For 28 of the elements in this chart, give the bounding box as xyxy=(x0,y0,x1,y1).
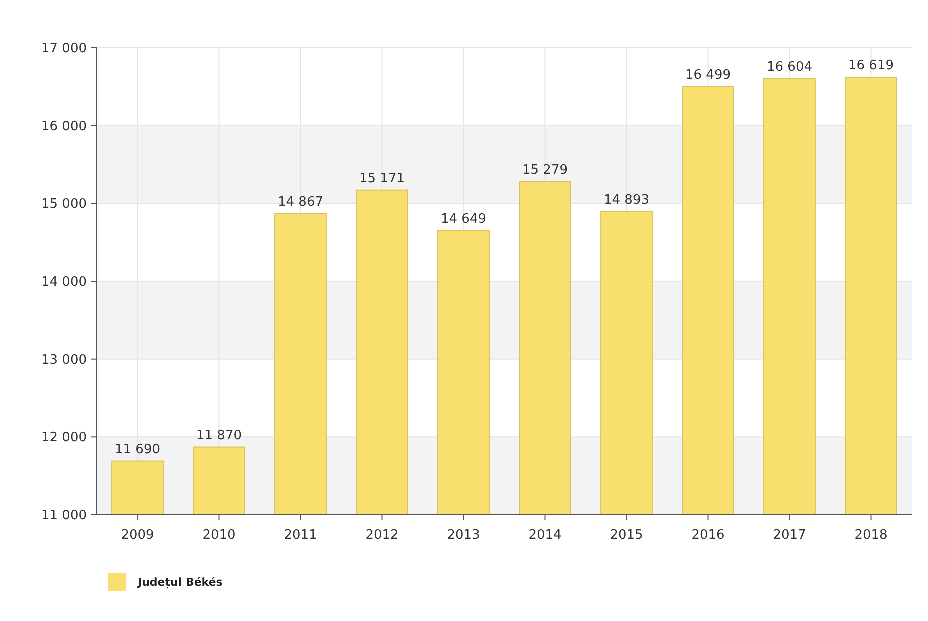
x-tick-label: 2010 xyxy=(202,528,236,543)
y-tick-label: 13 000 xyxy=(42,352,87,368)
y-tick-label: 16 000 xyxy=(42,119,87,134)
x-tick-label: 2016 xyxy=(692,528,725,543)
text: Județul Békés xyxy=(137,576,224,589)
text: 11 690 xyxy=(115,442,160,458)
text: 16 619 xyxy=(848,58,894,74)
text: 14 649 xyxy=(441,212,486,227)
text: 14 867 xyxy=(278,195,324,210)
x-tick-label: 2014 xyxy=(528,528,562,543)
text: 11 870 xyxy=(196,428,242,444)
text: 16 499 xyxy=(686,68,731,83)
x-tick-label: 2009 xyxy=(121,528,154,543)
x-tick-label: 2012 xyxy=(366,528,399,543)
text: 15 171 xyxy=(360,171,405,186)
text: 14 893 xyxy=(604,192,650,208)
x-tick-label: 2013 xyxy=(447,528,480,543)
x-tick-label: 2017 xyxy=(773,528,806,543)
x-tick-label: 2018 xyxy=(854,528,888,543)
text: 16 604 xyxy=(767,60,812,75)
y-tick-label: 11 000 xyxy=(42,508,87,524)
text: 15 279 xyxy=(522,162,568,178)
y-tick-label: 12 000 xyxy=(42,430,87,446)
x-tick-label: 2015 xyxy=(610,528,644,543)
y-tick-label: 15 000 xyxy=(42,197,87,212)
x-tick-label: 2011 xyxy=(284,528,318,543)
y-tick-label: 17 000 xyxy=(42,42,87,57)
y-tick-label: 14 000 xyxy=(42,275,87,290)
